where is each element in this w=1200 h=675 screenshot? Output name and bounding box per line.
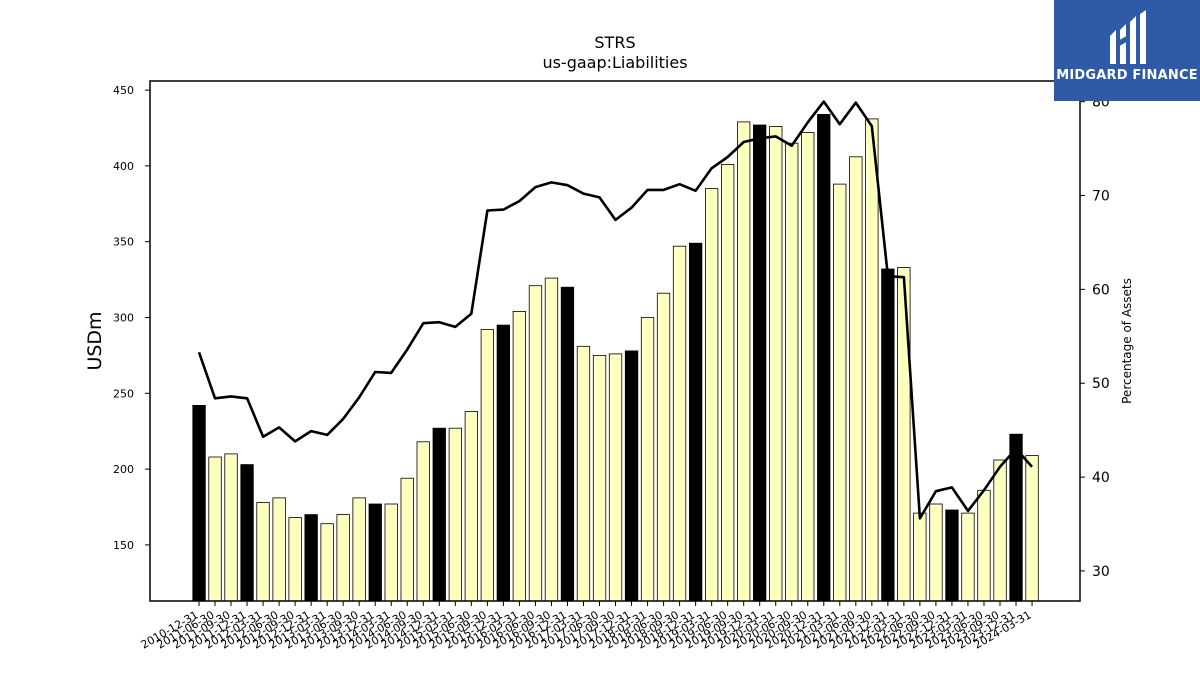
bar-2021-12-31: [881, 268, 895, 602]
bar-2013-12-31: [368, 503, 382, 602]
y2-tick-label: 70: [1092, 189, 1110, 205]
midgard-finance-logo-icon: [1110, 10, 1146, 64]
bar-2019-06-30: [721, 163, 735, 602]
bar-2020-06-30: [785, 142, 799, 602]
bar-2020-09-30: [801, 132, 815, 602]
y-tick-label: 250: [113, 387, 134, 400]
y-tick-label: 450: [113, 84, 134, 97]
bar-2014-03-31: [384, 503, 398, 602]
logo-text: MIDGARD FINANCE: [1056, 68, 1198, 83]
bar-2021-09-30: [865, 118, 879, 602]
bar-2022-06-30: [913, 512, 927, 602]
bar-2022-12-31: [945, 509, 959, 602]
y-axis-label: USDm: [84, 311, 106, 370]
bar-2015-06-30: [464, 411, 479, 602]
bar-2013-09-30: [352, 497, 366, 602]
bar-2021-03-31: [833, 183, 847, 602]
chart-subtitle: us-gaap:Liabilities: [542, 53, 687, 72]
bar-2017-06-30: [592, 354, 607, 602]
percentage-of-assets-line: [197, 100, 1033, 520]
bar-2018-06-30: [656, 292, 671, 602]
bar-2021-06-30: [849, 156, 863, 602]
bar-2020-03-31: [769, 126, 783, 602]
bar-2014-06-30: [400, 477, 414, 602]
bar-2018-09-30: [672, 245, 687, 602]
bar-2022-03-31: [897, 267, 911, 602]
bar-2016-03-31: [512, 310, 526, 602]
bar-2010-12-31: [192, 404, 206, 602]
bar-2023-06-30: [977, 489, 991, 602]
bar-2019-12-31: [753, 124, 767, 602]
bar-2014-12-31: [432, 427, 446, 602]
bar-2013-06-30: [336, 514, 350, 602]
y-axis-left: 150 200 250 300 350 400 450: [113, 84, 150, 552]
x-axis: 2010-12-312011-06-302011-09-302011-12-31…: [139, 601, 1034, 652]
y2-axis-label: Percentage of Assets: [1120, 278, 1134, 404]
bar-2015-12-31: [496, 324, 511, 602]
bars-group: [192, 114, 1039, 602]
bar-2022-09-30: [929, 503, 943, 602]
plot-frame: [149, 80, 1081, 602]
bar-2011-12-31: [240, 464, 254, 602]
bar-2023-03-31: [961, 512, 975, 602]
bar-2020-12-31: [817, 114, 831, 602]
bar-2015-03-31: [448, 427, 463, 602]
y-tick-label: 150: [113, 539, 134, 552]
bar-2011-06-30: [208, 456, 222, 602]
bar-2017-09-30: [608, 353, 623, 602]
y-tick-label: 300: [113, 312, 134, 325]
y2-tick-label: 50: [1092, 376, 1110, 392]
bar-2012-09-30: [288, 517, 302, 602]
bar-2016-09-30: [544, 277, 559, 602]
bar-2016-12-31: [560, 286, 575, 602]
bar-2012-03-31: [256, 502, 270, 602]
bar-2014-09-30: [416, 441, 430, 602]
bar-2023-09-30: [993, 459, 1007, 602]
bar-2017-03-31: [576, 345, 591, 602]
logo-badge: MIDGARD FINANCE: [1054, 0, 1200, 101]
bar-2012-06-30: [272, 497, 286, 602]
bar-2015-09-30: [480, 329, 495, 602]
y2-tick-label: 30: [1092, 564, 1110, 580]
bar-2023-12-31: [1009, 433, 1023, 602]
bar-2012-12-31: [304, 514, 318, 602]
y2-tick-label: 60: [1092, 282, 1110, 298]
bar-2018-12-31: [689, 242, 703, 602]
bar-2018-03-31: [640, 317, 655, 602]
line-group: [197, 100, 1033, 520]
bar-2024-03-31: [1025, 455, 1039, 602]
chart-title: STRS: [594, 33, 635, 52]
y-tick-label: 400: [113, 160, 134, 173]
y2-tick-label: 40: [1092, 470, 1110, 486]
bar-2019-03-31: [705, 188, 719, 602]
bar-2019-09-30: [737, 121, 751, 602]
bar-2017-12-31: [624, 350, 639, 602]
bar-2016-06-30: [528, 285, 543, 602]
y-tick-label: 200: [113, 463, 134, 476]
bar-2011-09-30: [224, 453, 238, 602]
bar-2013-03-31: [320, 523, 334, 602]
y-tick-label: 350: [113, 236, 134, 249]
